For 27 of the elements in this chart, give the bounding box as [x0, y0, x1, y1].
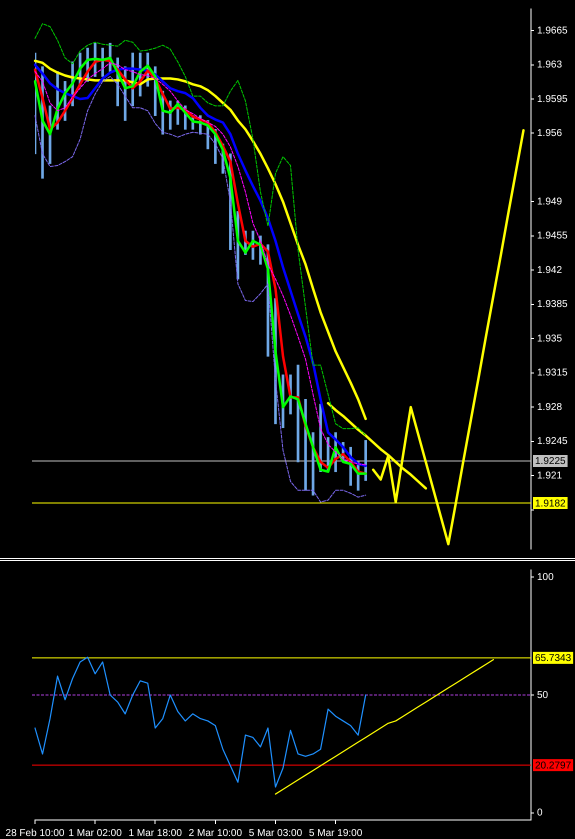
ref-line-label: 1.9182 [535, 498, 566, 510]
x-tick-label: 2 Mar 10:00 [188, 828, 242, 839]
ref-line-label: 20.2797 [535, 760, 572, 772]
y-tick-label: 1.928 [537, 402, 562, 413]
y-tick-label: 1.9315 [537, 368, 568, 379]
y-tick-label: 0 [537, 808, 543, 819]
y-tick-label: 1.956 [537, 128, 562, 139]
x-tick-label: 5 Mar 19:00 [308, 828, 363, 839]
y-tick-label: 1.9455 [537, 230, 568, 242]
ref-line-label: 1.9225 [535, 456, 566, 468]
x-tick-label: 1 Mar 18:00 [128, 828, 182, 839]
y-tick-label: 1.9385 [537, 299, 568, 310]
y-tick-label: 50 [537, 690, 549, 701]
x-tick-label: 5 Mar 03:00 [248, 828, 303, 839]
ref-line-label: 65.7343 [535, 653, 572, 664]
y-tick-label: 1.935 [537, 333, 562, 344]
x-tick-label: 28 Feb 10:00 [6, 828, 65, 839]
y-tick-label: 1.9595 [537, 94, 568, 105]
x-tick-label: 1 Mar 02:00 [68, 828, 122, 839]
y-tick-label: 1.949 [537, 196, 562, 208]
y-tick-label: 1.921 [537, 470, 562, 482]
y-tick-label: 1.963 [537, 60, 562, 71]
y-tick-label: 1.9665 [537, 25, 568, 36]
y-tick-label: 1.942 [537, 264, 562, 276]
y-tick-label: 100 [537, 572, 554, 583]
bar [296, 364, 300, 462]
y-tick-label: 1.9245 [537, 436, 568, 448]
